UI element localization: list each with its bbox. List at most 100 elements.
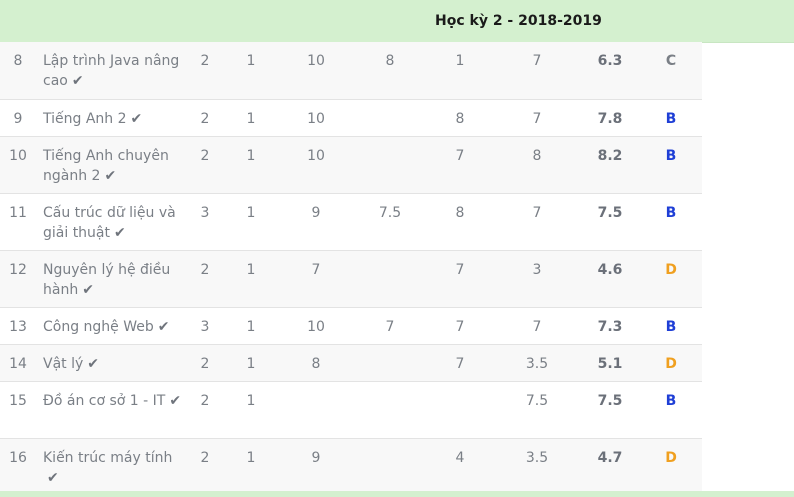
score-component-3: 10 (278, 307, 354, 345)
table-row: 16 Kiến trúc máy tính ✔ 2 1 9 4 3.5 4.7 D (0, 438, 702, 495)
score-component-2: 1 (224, 42, 278, 100)
semester-title: Học kỳ 2 - 2018-2019 (435, 13, 602, 29)
score-component-value: 10 (307, 147, 325, 164)
score-component-1: 3 (186, 193, 224, 251)
score-component-value: 3 (200, 318, 210, 335)
final-score-value: 4.7 (597, 449, 623, 466)
course-name-cell: Vật lý ✔ (36, 344, 186, 382)
check-icon: ✔ (114, 224, 126, 241)
letter-grade-value: B (665, 204, 677, 221)
semester-header: Học kỳ 2 - 2018-2019 (0, 0, 794, 43)
letter-grade-value: B (665, 318, 677, 335)
course-name: Công nghệ Web (43, 318, 154, 335)
course-name-cell: Tiếng Anh chuyên ngành 2 ✔ (36, 136, 186, 194)
score-component-value: 7 (532, 318, 542, 335)
score-component-1: 2 (186, 99, 224, 137)
letter-grade: D (640, 438, 702, 495)
final-score-value: 7.5 (597, 204, 623, 221)
check-icon: ✔ (157, 318, 170, 335)
score-component-1: 2 (186, 381, 224, 439)
course-name-cell: Kiến trúc máy tính ✔ (36, 438, 186, 495)
grade-table: 8 Lập trình Java nâng cao ✔ 2 1 10 8 1 7 6.3 C 9 Tiế… (0, 42, 702, 495)
score-component-value: 1 (246, 318, 256, 335)
score-component-5: 7 (426, 307, 494, 345)
letter-grade: D (640, 250, 702, 308)
score-component-value: 9 (311, 449, 321, 466)
row-index: 10 (0, 136, 36, 194)
score-component-2: 1 (224, 438, 278, 495)
score-component-value: 1 (246, 204, 256, 221)
score-component-5 (426, 381, 494, 439)
score-component-value: 3.5 (525, 355, 549, 372)
score-component-1: 2 (186, 136, 224, 194)
score-component-value (354, 251, 426, 260)
row-index-text: 9 (13, 110, 23, 127)
score-component-value: 7 (532, 204, 542, 221)
letter-grade: B (640, 193, 702, 251)
score-component-1: 3 (186, 307, 224, 345)
score-component-value: 7.5 (378, 204, 402, 221)
score-component-value: 2 (200, 110, 210, 127)
score-component-value: 7 (311, 261, 321, 278)
score-component-4: 7.5 (354, 193, 426, 251)
score-component-4 (354, 381, 426, 439)
score-component-value: 3.5 (525, 449, 549, 466)
table-row: 11 Cấu trúc dữ liệu và giải thuật ✔ 3 1 9 7.5 8… (0, 193, 702, 251)
score-component-value: 1 (246, 392, 256, 409)
row-index-text: 15 (9, 392, 27, 409)
score-component-3 (278, 381, 354, 439)
score-component-3: 10 (278, 136, 354, 194)
score-component-value: 1 (246, 449, 256, 466)
score-component-1: 2 (186, 344, 224, 382)
score-component-6: 7 (494, 42, 580, 100)
course-name-cell: Đồ án cơ sở 1 - IT ✔ (36, 381, 186, 439)
score-component-6: 7 (494, 99, 580, 137)
score-component-3: 8 (278, 344, 354, 382)
course-name: Đồ án cơ sở 1 - IT (43, 392, 166, 409)
letter-grade-value: D (665, 261, 677, 278)
score-component-5: 1 (426, 42, 494, 100)
score-component-5: 7 (426, 136, 494, 194)
score-component-2: 1 (224, 136, 278, 194)
final-score: 4.7 (580, 438, 640, 495)
letter-grade: B (640, 136, 702, 194)
row-index: 16 (0, 438, 36, 495)
score-component-4 (354, 344, 426, 382)
letter-grade: B (640, 307, 702, 345)
final-score-value: 4.6 (597, 261, 623, 278)
score-component-value: 7 (532, 53, 542, 69)
check-icon: ✔ (87, 355, 100, 372)
course-name: Vật lý (43, 355, 84, 372)
score-component-4 (354, 438, 426, 495)
final-score: 4.6 (580, 250, 640, 308)
score-component-1: 2 (186, 42, 224, 100)
score-component-6: 3 (494, 250, 580, 308)
row-index-text: 11 (9, 204, 27, 221)
score-component-4: 8 (354, 42, 426, 100)
score-component-2: 1 (224, 381, 278, 439)
row-index-text: 12 (9, 261, 27, 278)
course-name-cell: Lập trình Java nâng cao ✔ (36, 42, 186, 100)
final-score: 7.3 (580, 307, 640, 345)
row-index-text: 13 (9, 318, 27, 335)
table-row: 13 Công nghệ Web ✔ 3 1 10 7 7 7 7.3 B (0, 307, 702, 345)
score-component-value: 8 (311, 355, 321, 372)
score-component-5: 7 (426, 344, 494, 382)
check-icon: ✔ (104, 167, 117, 184)
score-component-value: 7 (455, 261, 465, 278)
course-name: Tiếng Anh chuyên ngành 2 (43, 147, 169, 184)
letter-grade: D (640, 344, 702, 382)
final-score: 7.5 (580, 381, 640, 439)
row-index: 12 (0, 250, 36, 308)
score-component-4 (354, 136, 426, 194)
score-component-value: 1 (246, 147, 256, 164)
score-component-value: 1 (455, 53, 465, 69)
score-component-3: 9 (278, 193, 354, 251)
letter-grade-value: B (665, 392, 677, 409)
table-row: 12 Nguyên lý hệ điều hành ✔ 2 1 7 7 3 4.6 D (0, 250, 702, 308)
score-component-value: 8 (385, 53, 395, 69)
score-component-value: 9 (311, 204, 321, 221)
row-index: 13 (0, 307, 36, 345)
table-row: 15 Đồ án cơ sở 1 - IT ✔ 2 1 7.5 7.5 B (0, 381, 702, 439)
